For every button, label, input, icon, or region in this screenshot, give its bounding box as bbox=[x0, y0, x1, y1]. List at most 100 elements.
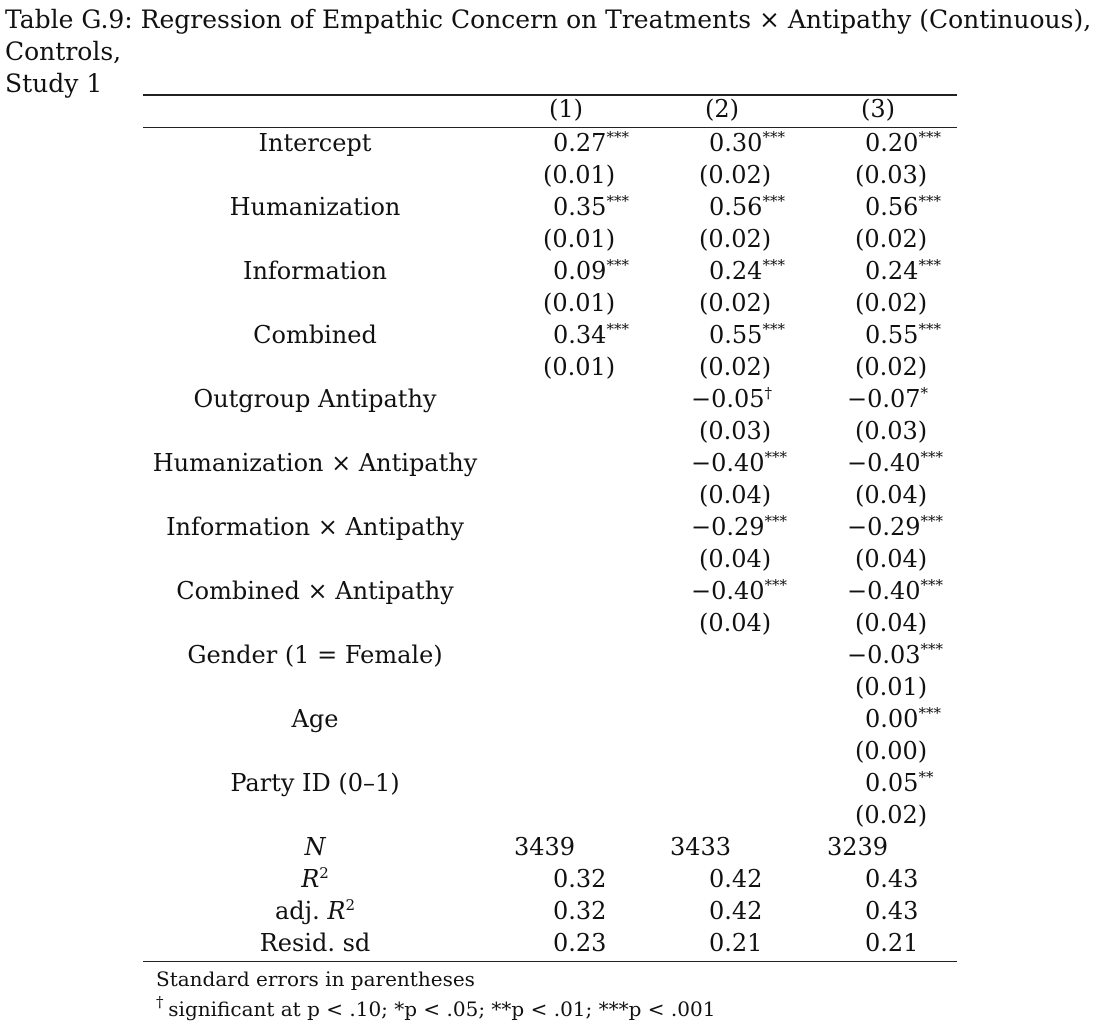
significance-stars: *** bbox=[606, 192, 629, 210]
coefficient: −0.29*** bbox=[847, 511, 943, 543]
standard-error: (0.01) bbox=[543, 161, 616, 189]
coefficient-value: −0.03 bbox=[847, 641, 921, 669]
significance-stars: † bbox=[764, 384, 773, 402]
coefficient: 0.24*** bbox=[865, 255, 941, 287]
coefficient: 0.56*** bbox=[709, 191, 785, 223]
table-rule bbox=[143, 961, 957, 962]
coefficient-value: 0.24 bbox=[865, 257, 919, 285]
coefficient: −0.05† bbox=[691, 383, 772, 415]
coefficient-value: 0.05 bbox=[865, 769, 919, 797]
standard-error: (0.03) bbox=[855, 417, 928, 445]
coefficient-value: −0.29 bbox=[847, 513, 921, 541]
coefficient-value: −0.40 bbox=[847, 577, 921, 605]
column-header-2: (2) bbox=[705, 95, 739, 123]
significance-stars: *** bbox=[606, 128, 629, 146]
coefficient: 0.00*** bbox=[865, 703, 941, 735]
stat-value: 0.42 bbox=[709, 897, 763, 925]
row-label: Party ID (0–1) bbox=[230, 769, 400, 797]
significance-stars: *** bbox=[920, 512, 944, 530]
coefficient: −0.40*** bbox=[847, 447, 943, 479]
standard-error: (0.04) bbox=[855, 481, 928, 509]
coefficient-value: 0.56 bbox=[865, 193, 919, 221]
stat-label: R2 bbox=[301, 864, 329, 893]
standard-error: (0.04) bbox=[699, 481, 772, 509]
significance-stars: *** bbox=[762, 256, 785, 274]
standard-error: (0.04) bbox=[855, 609, 928, 637]
coefficient-value: −0.29 bbox=[691, 513, 765, 541]
standard-error: (0.00) bbox=[855, 737, 928, 765]
coefficient: 0.20*** bbox=[865, 127, 941, 159]
coefficient-value: 0.09 bbox=[553, 257, 607, 285]
row-label: Humanization × Antipathy bbox=[152, 449, 478, 477]
significance-stars: *** bbox=[918, 704, 941, 722]
standard-error: (0.02) bbox=[699, 353, 772, 381]
significance-stars: *** bbox=[606, 256, 629, 274]
standard-error: (0.03) bbox=[699, 417, 772, 445]
significance-stars: *** bbox=[920, 576, 944, 594]
coefficient: 0.24*** bbox=[709, 255, 785, 287]
coefficient: −0.29*** bbox=[691, 511, 787, 543]
coefficient-value: −0.05 bbox=[691, 385, 765, 413]
coefficient-value: 0.30 bbox=[709, 129, 763, 157]
significance-stars: *** bbox=[762, 128, 785, 146]
coefficient-value: −0.40 bbox=[691, 449, 765, 477]
coefficient-value: 0.55 bbox=[865, 321, 919, 349]
coefficient: −0.40*** bbox=[691, 575, 787, 607]
standard-error: (0.02) bbox=[855, 801, 928, 829]
row-label: Gender (1 = Female) bbox=[187, 641, 443, 669]
significance-stars: * bbox=[920, 384, 929, 402]
coefficient: 0.34*** bbox=[553, 319, 629, 351]
stat-value: 0.32 bbox=[553, 865, 607, 893]
standard-error: (0.02) bbox=[699, 225, 772, 253]
table-rule bbox=[143, 94, 957, 96]
stat-label: N bbox=[304, 833, 326, 861]
coefficient: 0.09*** bbox=[553, 255, 629, 287]
row-label: Combined × Antipathy bbox=[176, 577, 454, 605]
note-standard-errors: Standard errors in parentheses bbox=[156, 967, 475, 991]
coefficient: −0.40*** bbox=[691, 447, 787, 479]
stat-value: 0.21 bbox=[709, 929, 763, 957]
stat-value: 3439 bbox=[514, 833, 576, 861]
coefficient-value: 0.55 bbox=[709, 321, 763, 349]
standard-error: (0.01) bbox=[855, 673, 928, 701]
significance-stars: *** bbox=[762, 320, 785, 338]
row-label: Combined bbox=[253, 321, 377, 349]
coefficient: −0.40*** bbox=[847, 575, 943, 607]
row-label: Intercept bbox=[258, 129, 372, 157]
coefficient-value: 0.34 bbox=[553, 321, 607, 349]
standard-error: (0.02) bbox=[699, 289, 772, 317]
table-rule bbox=[143, 127, 957, 128]
coefficient-value: −0.40 bbox=[847, 449, 921, 477]
coefficient: −0.07* bbox=[847, 383, 928, 415]
standard-error: (0.04) bbox=[699, 609, 772, 637]
standard-error: (0.02) bbox=[855, 289, 928, 317]
row-label: Information × Antipathy bbox=[166, 513, 464, 541]
significance-stars: *** bbox=[764, 512, 788, 530]
coefficient-value: 0.00 bbox=[865, 705, 919, 733]
standard-error: (0.03) bbox=[855, 161, 928, 189]
significance-stars: *** bbox=[920, 448, 944, 466]
significance-stars: *** bbox=[918, 320, 941, 338]
stat-label: adj. R2 bbox=[275, 896, 355, 925]
row-label: Age bbox=[291, 705, 339, 733]
column-header-3: (3) bbox=[861, 95, 895, 123]
row-label: Information bbox=[242, 257, 388, 285]
column-header-1: (1) bbox=[549, 95, 583, 123]
coefficient: 0.30*** bbox=[709, 127, 785, 159]
coefficient-value: 0.24 bbox=[709, 257, 763, 285]
coefficient: 0.05** bbox=[865, 767, 933, 799]
standard-error: (0.02) bbox=[855, 353, 928, 381]
significance-stars: *** bbox=[764, 576, 788, 594]
stat-value: 0.23 bbox=[553, 929, 607, 957]
coefficient-value: 0.56 bbox=[709, 193, 763, 221]
standard-error: (0.01) bbox=[543, 289, 616, 317]
stat-value: 3433 bbox=[670, 833, 732, 861]
significance-stars: *** bbox=[918, 192, 941, 210]
coefficient: 0.55*** bbox=[865, 319, 941, 351]
note-significance: † significant at p < .10; *p < .05; **p … bbox=[156, 993, 716, 1022]
significance-stars: *** bbox=[918, 128, 941, 146]
stat-value: 0.42 bbox=[709, 865, 763, 893]
coefficient-value: 0.20 bbox=[865, 129, 919, 157]
coefficient: 0.55*** bbox=[709, 319, 785, 351]
significance-stars: *** bbox=[920, 640, 944, 658]
